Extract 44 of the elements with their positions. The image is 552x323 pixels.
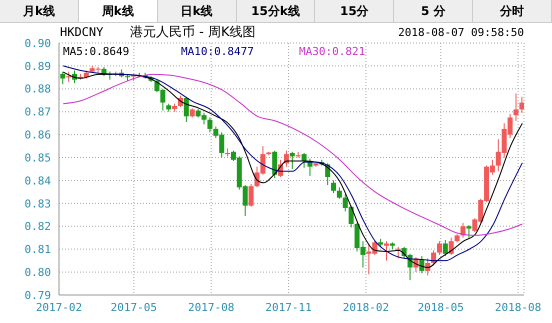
candlestick [436, 240, 442, 256]
y-tick-label: 0.82 [24, 220, 51, 234]
y-tick-label: 0.85 [24, 151, 51, 164]
candlestick [519, 96, 524, 114]
y-tick-label: 0.88 [24, 82, 51, 96]
candlestick [513, 92, 518, 122]
candlestick [302, 152, 307, 168]
candlestick [272, 150, 278, 179]
x-tick-label: 2017-08 [188, 300, 234, 314]
candlestick [448, 237, 454, 256]
y-tick-label: 0.79 [24, 288, 51, 302]
y-tick-label: 0.87 [24, 106, 51, 119]
x-tick-label: 2018-05 [418, 300, 464, 314]
candlestick [248, 183, 254, 208]
candlestick [284, 150, 289, 168]
chart-subtitle: HKDCNY [60, 25, 104, 39]
x-tick-label: 2017-05 [110, 300, 158, 314]
y-tick-label: 0.84 [24, 174, 52, 188]
text: 2018-08-07 09:58:50 [398, 26, 524, 39]
candlestick [207, 116, 212, 133]
y-tick-label: 0.90 [24, 36, 51, 50]
candlestick [60, 71, 66, 85]
candlestick [190, 108, 195, 118]
x-tick-label: 2017-02 [36, 300, 82, 314]
candlestick [336, 186, 342, 200]
candlestick [331, 180, 336, 194]
series-label: MA5:0.8649 [63, 45, 130, 58]
y-tick-label: 0.81 [24, 243, 51, 256]
candlestick [442, 240, 448, 257]
y-tick-label: 0.80 [24, 266, 51, 279]
x-tick-label: 2018-02 [342, 300, 390, 314]
tab-bar: 月k线 周k线 日k线 15分k线 15分 5 分 分时 [0, 0, 552, 23]
candlestick [66, 71, 72, 82]
candlestick [290, 151, 295, 170]
text: MA30:0.821 [299, 45, 366, 58]
y-tick-label: 0.89 [24, 60, 51, 73]
text: MA10:0.8477 [181, 45, 255, 58]
y-tick-label: 0.86 [24, 128, 51, 142]
candlestick [396, 246, 401, 259]
line-series [62, 74, 523, 236]
chart-title: 港元人民币 - 周K线图 [130, 24, 256, 41]
x-tick-label: 2018-08 [494, 300, 542, 314]
y-tick-label: 0.83 [24, 197, 51, 210]
x-tick-label: 2017-11 [265, 300, 312, 314]
